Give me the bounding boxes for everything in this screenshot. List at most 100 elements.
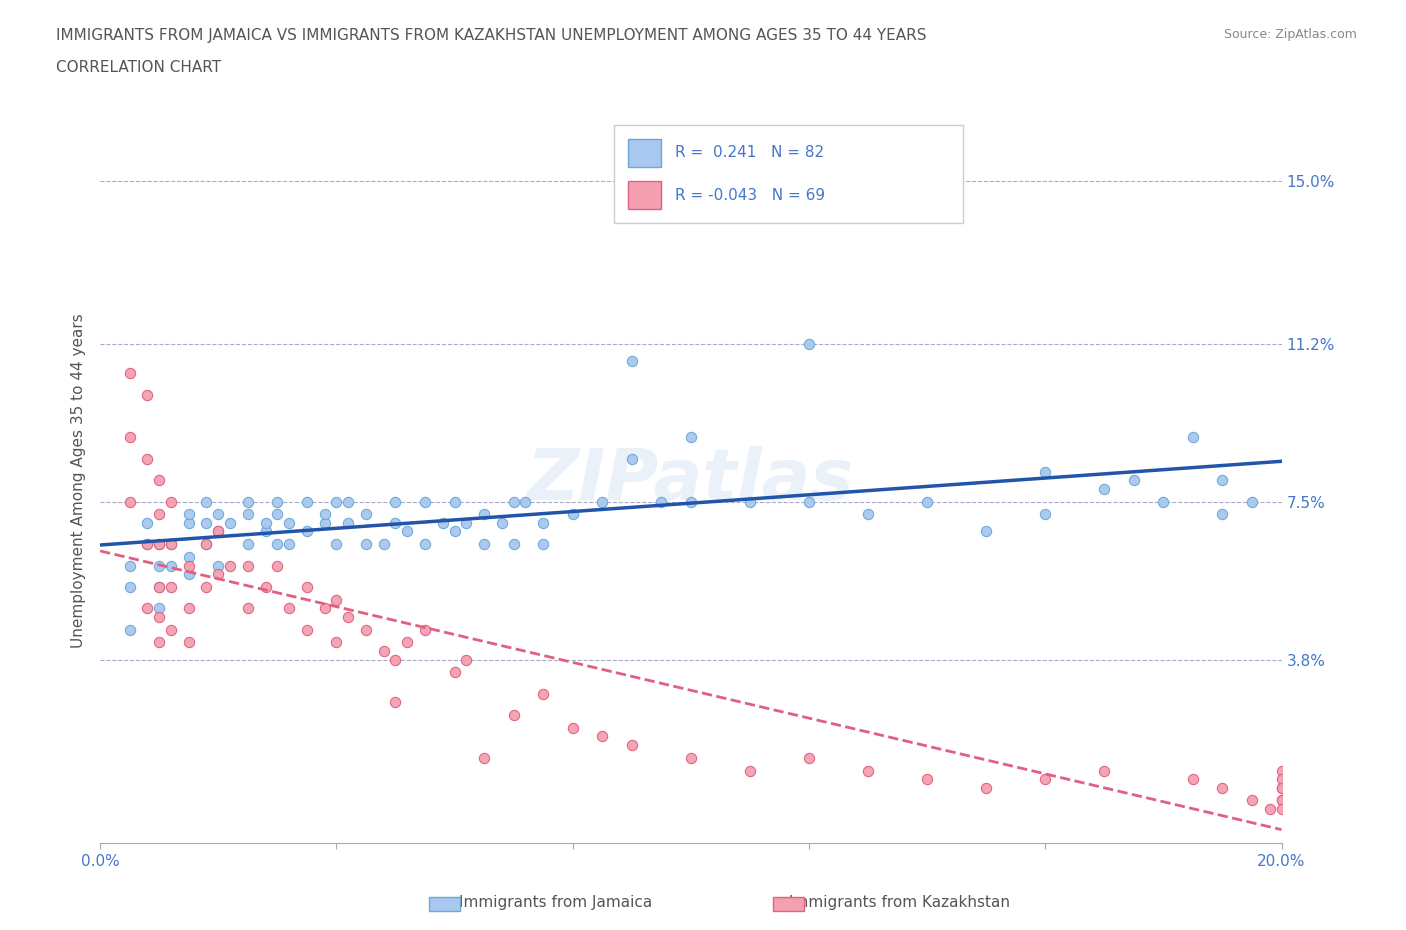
Point	[679, 430, 702, 445]
Point	[443, 665, 465, 680]
Point	[148, 507, 170, 522]
Point	[136, 388, 159, 403]
Point	[195, 579, 218, 594]
Point	[679, 494, 702, 509]
Point	[443, 494, 465, 509]
Point	[1211, 780, 1233, 795]
Point	[325, 494, 347, 509]
Point	[502, 708, 524, 723]
Point	[136, 601, 159, 616]
Point	[1122, 472, 1144, 487]
Point	[177, 515, 200, 530]
Point	[650, 494, 672, 509]
Text: Source: ZipAtlas.com: Source: ZipAtlas.com	[1223, 28, 1357, 41]
Point	[738, 763, 761, 777]
Point	[266, 494, 288, 509]
Point	[314, 601, 336, 616]
Point	[531, 686, 554, 701]
Point	[236, 494, 259, 509]
Point	[136, 537, 159, 551]
Point	[136, 515, 159, 530]
Point	[974, 780, 997, 795]
Point	[118, 366, 141, 381]
Point	[1033, 772, 1056, 787]
Point	[1270, 780, 1292, 795]
Point	[413, 494, 436, 509]
Point	[472, 751, 495, 765]
Point	[207, 558, 229, 573]
Point	[856, 763, 879, 777]
Point	[1033, 507, 1056, 522]
Point	[195, 515, 218, 530]
Point	[295, 524, 318, 538]
Point	[620, 353, 643, 368]
Point	[797, 336, 820, 351]
Point	[591, 494, 613, 509]
Point	[160, 622, 183, 637]
Point	[1211, 507, 1233, 522]
Point	[337, 515, 360, 530]
Point	[325, 537, 347, 551]
Point	[797, 751, 820, 765]
Point	[620, 451, 643, 466]
Point	[160, 558, 183, 573]
Point	[207, 507, 229, 522]
Point	[1152, 494, 1174, 509]
Point	[295, 622, 318, 637]
Point	[915, 772, 938, 787]
Point	[974, 524, 997, 538]
Point	[136, 451, 159, 466]
Point	[1270, 802, 1292, 817]
Point	[354, 507, 377, 522]
Point	[1258, 802, 1281, 817]
Point	[502, 494, 524, 509]
Point	[373, 644, 395, 658]
Point	[195, 537, 218, 551]
Point	[236, 558, 259, 573]
Bar	[628, 181, 661, 209]
Point	[207, 524, 229, 538]
Point	[266, 507, 288, 522]
Point	[177, 601, 200, 616]
Point	[148, 579, 170, 594]
Point	[219, 515, 242, 530]
Point	[384, 695, 406, 710]
Point	[1270, 793, 1292, 808]
Point	[443, 524, 465, 538]
Point	[118, 558, 141, 573]
Point	[413, 622, 436, 637]
Point	[679, 751, 702, 765]
Point	[195, 494, 218, 509]
Point	[1211, 472, 1233, 487]
Point	[118, 579, 141, 594]
Point	[620, 737, 643, 752]
Text: Immigrants from Kazakhstan: Immigrants from Kazakhstan	[789, 895, 1011, 910]
Point	[413, 537, 436, 551]
Point	[219, 558, 242, 573]
Point	[515, 494, 537, 509]
Text: ZIPatlas: ZIPatlas	[527, 445, 855, 514]
Text: Immigrants from Jamaica: Immigrants from Jamaica	[458, 895, 652, 910]
Point	[1033, 464, 1056, 479]
Point	[177, 507, 200, 522]
Point	[148, 537, 170, 551]
Point	[1181, 772, 1204, 787]
Point	[456, 515, 478, 530]
Point	[195, 537, 218, 551]
Point	[354, 537, 377, 551]
Point	[236, 507, 259, 522]
Point	[266, 558, 288, 573]
Point	[531, 537, 554, 551]
Point	[1270, 780, 1292, 795]
Text: R = -0.043   N = 69: R = -0.043 N = 69	[675, 188, 825, 203]
Point	[160, 537, 183, 551]
Point	[396, 635, 419, 650]
Point	[160, 494, 183, 509]
Point	[384, 494, 406, 509]
Point	[337, 494, 360, 509]
Point	[177, 550, 200, 565]
Point	[177, 566, 200, 581]
Text: IMMIGRANTS FROM JAMAICA VS IMMIGRANTS FROM KAZAKHSTAN UNEMPLOYMENT AMONG AGES 35: IMMIGRANTS FROM JAMAICA VS IMMIGRANTS FR…	[56, 28, 927, 43]
Point	[314, 515, 336, 530]
Point	[148, 579, 170, 594]
